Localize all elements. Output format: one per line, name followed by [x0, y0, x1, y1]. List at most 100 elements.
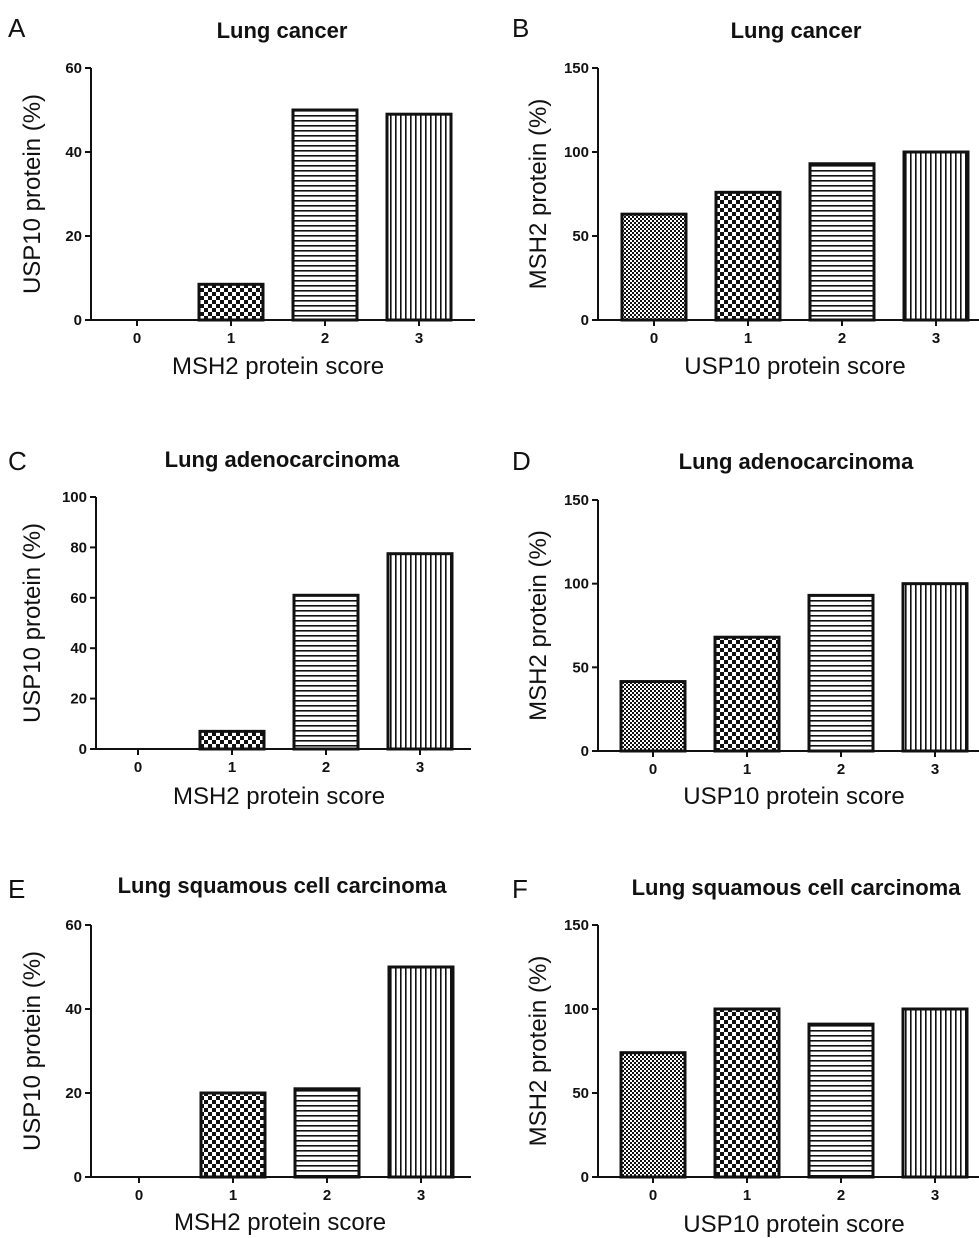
x-tick-label: 1	[227, 330, 235, 347]
y-axis-label: USP10 protein (%)	[19, 523, 46, 723]
chart-panel-a: A Lung cancer 0 20 40 60 0 1 2 3 MSH2 protein scor…	[8, 13, 475, 380]
x-tick-label: 1	[228, 759, 236, 776]
x-tick-label: 1	[229, 1187, 237, 1204]
y-tick-label: 0	[581, 743, 589, 760]
bar	[714, 190, 782, 322]
x-tick-label: 2	[838, 330, 846, 347]
x-tick-label: 0	[649, 1187, 657, 1204]
y-axis-label: MSH2 protein (%)	[525, 99, 552, 290]
chart-title: Lung cancer	[731, 18, 862, 43]
chart-panel-d: D Lung adenocarcinoma 0 50 100 150 0 1 2 3 USP10 p…	[512, 446, 979, 810]
bar	[292, 593, 360, 751]
y-tick-label: 0	[74, 312, 82, 329]
chart-panel-c: C Lung adenocarcinoma 0 20 40 60 80 100 0 1 2 3 MSH2…	[8, 446, 471, 810]
y-axis-label: USP10 protein (%)	[19, 94, 46, 294]
x-tick-label: 0	[133, 330, 141, 347]
x-axis-label: MSH2 protein score	[172, 353, 384, 380]
bar	[293, 1087, 361, 1179]
x-tick-label: 2	[321, 330, 329, 347]
x-tick-label: 2	[837, 761, 845, 778]
chart-panel-e: E Lung squamous cell carcinoma 0 20 40 60 0 1 2 3…	[8, 873, 471, 1236]
bar	[901, 1007, 969, 1179]
y-tick-label: 150	[564, 60, 589, 77]
x-tick-label: 1	[744, 330, 752, 347]
y-tick-label: 20	[65, 1085, 82, 1102]
chart-title: Lung adenocarcinoma	[679, 449, 914, 474]
y-axis-label: MSH2 protein (%)	[525, 530, 552, 721]
chart-title: Lung squamous cell carcinoma	[118, 873, 448, 898]
y-tick-label: 60	[70, 590, 87, 607]
x-tick-label: 1	[743, 761, 751, 778]
x-tick-label: 3	[932, 330, 940, 347]
bar	[713, 1007, 781, 1179]
chart-title: Lung cancer	[217, 18, 348, 43]
y-tick-label: 150	[564, 492, 589, 509]
bar	[619, 1051, 687, 1179]
bar	[619, 680, 687, 753]
bar	[808, 162, 876, 322]
bar	[198, 729, 266, 751]
chart-panel-f: F Lung squamous cell carcinoma 0 50 100 150 0 1…	[512, 874, 979, 1238]
y-tick-label: 40	[65, 1001, 82, 1018]
x-tick-label: 3	[931, 1187, 939, 1204]
bar	[901, 582, 969, 753]
x-axis-label: MSH2 protein score	[173, 783, 385, 810]
y-tick-label: 50	[572, 1085, 589, 1102]
y-tick-label: 40	[65, 144, 82, 161]
bar	[387, 965, 455, 1179]
x-tick-label: 2	[323, 1187, 331, 1204]
y-tick-label: 20	[70, 691, 87, 708]
bar	[291, 108, 359, 322]
panel-letter: B	[512, 13, 529, 43]
panel-letter: F	[512, 874, 528, 904]
y-axis-label: MSH2 protein (%)	[525, 956, 552, 1147]
bar	[807, 593, 875, 753]
panel-letter: E	[8, 874, 25, 904]
bar	[385, 112, 453, 322]
x-tick-label: 3	[417, 1187, 425, 1204]
y-tick-label: 150	[564, 917, 589, 934]
x-tick-label: 0	[649, 761, 657, 778]
x-axis-label: USP10 protein score	[683, 1211, 904, 1238]
y-tick-label: 50	[572, 228, 589, 245]
x-tick-label: 2	[322, 759, 330, 776]
y-tick-label: 60	[65, 60, 82, 77]
y-axis-label: USP10 protein (%)	[19, 951, 46, 1151]
y-tick-label: 0	[79, 741, 87, 758]
bar	[197, 282, 265, 322]
x-tick-label: 1	[743, 1187, 751, 1204]
panel-letter: A	[8, 13, 26, 43]
y-tick-label: 0	[74, 1169, 82, 1186]
x-axis-label: USP10 protein score	[684, 353, 905, 380]
y-tick-label: 100	[564, 144, 589, 161]
y-tick-label: 20	[65, 228, 82, 245]
x-tick-label: 3	[415, 330, 423, 347]
x-tick-label: 0	[650, 330, 658, 347]
y-tick-label: 50	[572, 659, 589, 676]
y-tick-label: 60	[65, 917, 82, 934]
panel-letter: D	[512, 446, 531, 476]
bar	[386, 552, 454, 751]
y-tick-label: 80	[70, 539, 87, 556]
x-tick-label: 2	[837, 1187, 845, 1204]
chart-title: Lung adenocarcinoma	[165, 447, 400, 472]
bar	[713, 635, 781, 753]
bar	[902, 150, 970, 322]
y-tick-label: 0	[581, 312, 589, 329]
bar	[199, 1091, 267, 1179]
x-tick-label: 3	[416, 759, 424, 776]
x-tick-label: 0	[135, 1187, 143, 1204]
y-tick-label: 0	[581, 1169, 589, 1186]
chart-title: Lung squamous cell carcinoma	[632, 875, 962, 900]
y-tick-label: 40	[70, 640, 87, 657]
bar	[620, 212, 688, 322]
x-tick-label: 0	[134, 759, 142, 776]
y-tick-label: 100	[62, 489, 87, 506]
y-tick-label: 100	[564, 576, 589, 593]
panel-letter: C	[8, 446, 27, 476]
x-axis-label: USP10 protein score	[683, 783, 904, 810]
y-tick-label: 100	[564, 1001, 589, 1018]
x-axis-label: MSH2 protein score	[174, 1209, 386, 1236]
bar	[807, 1022, 875, 1179]
